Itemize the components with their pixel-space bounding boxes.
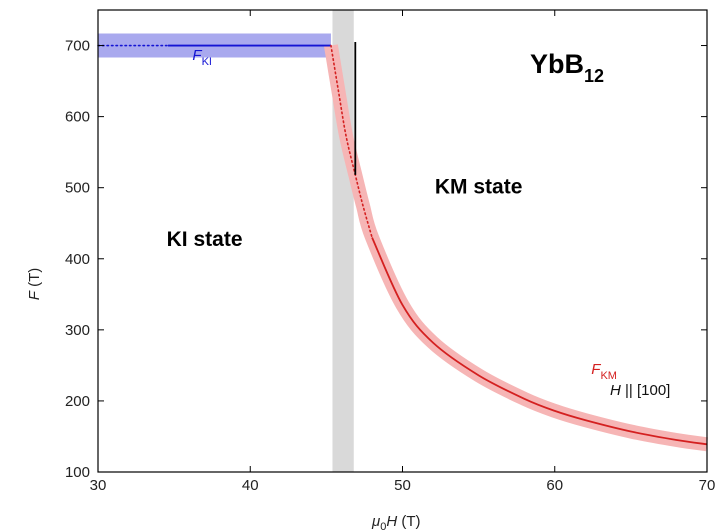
x-tick-label: 70 [699, 477, 716, 494]
y-tick-label: 600 [65, 109, 90, 126]
x-tick-label: 30 [90, 477, 107, 494]
series-label-fkm: FKM [591, 361, 617, 382]
series-label-fki: FKI [192, 47, 212, 68]
ticks: 30 40 50 60 70 100 200 300 400 500 600 700 [65, 10, 715, 494]
series-line-fkm [371, 237, 708, 446]
y-tick-label: 200 [65, 393, 90, 410]
y-tick-label: 700 [65, 38, 90, 55]
y-tick-label: 500 [65, 180, 90, 197]
x-tick-label: 40 [242, 477, 259, 494]
y-tick-label: 400 [65, 251, 90, 268]
field-direction-label: H || [100] [610, 382, 670, 399]
material-label: YbB12 [530, 49, 604, 86]
x-tick-label: 50 [394, 477, 411, 494]
state-label-ki: KI state [167, 228, 243, 251]
series-dotted-fkm [330, 44, 373, 239]
x-tick-label: 60 [546, 477, 563, 494]
y-axis-title: F (T) [26, 268, 43, 301]
series-lines [97, 41, 708, 446]
x-axis-title: μ0H (T) [371, 513, 421, 531]
y-tick-label: 100 [65, 464, 90, 481]
y-tick-label: 300 [65, 322, 90, 339]
state-label-km: KM state [435, 175, 523, 198]
